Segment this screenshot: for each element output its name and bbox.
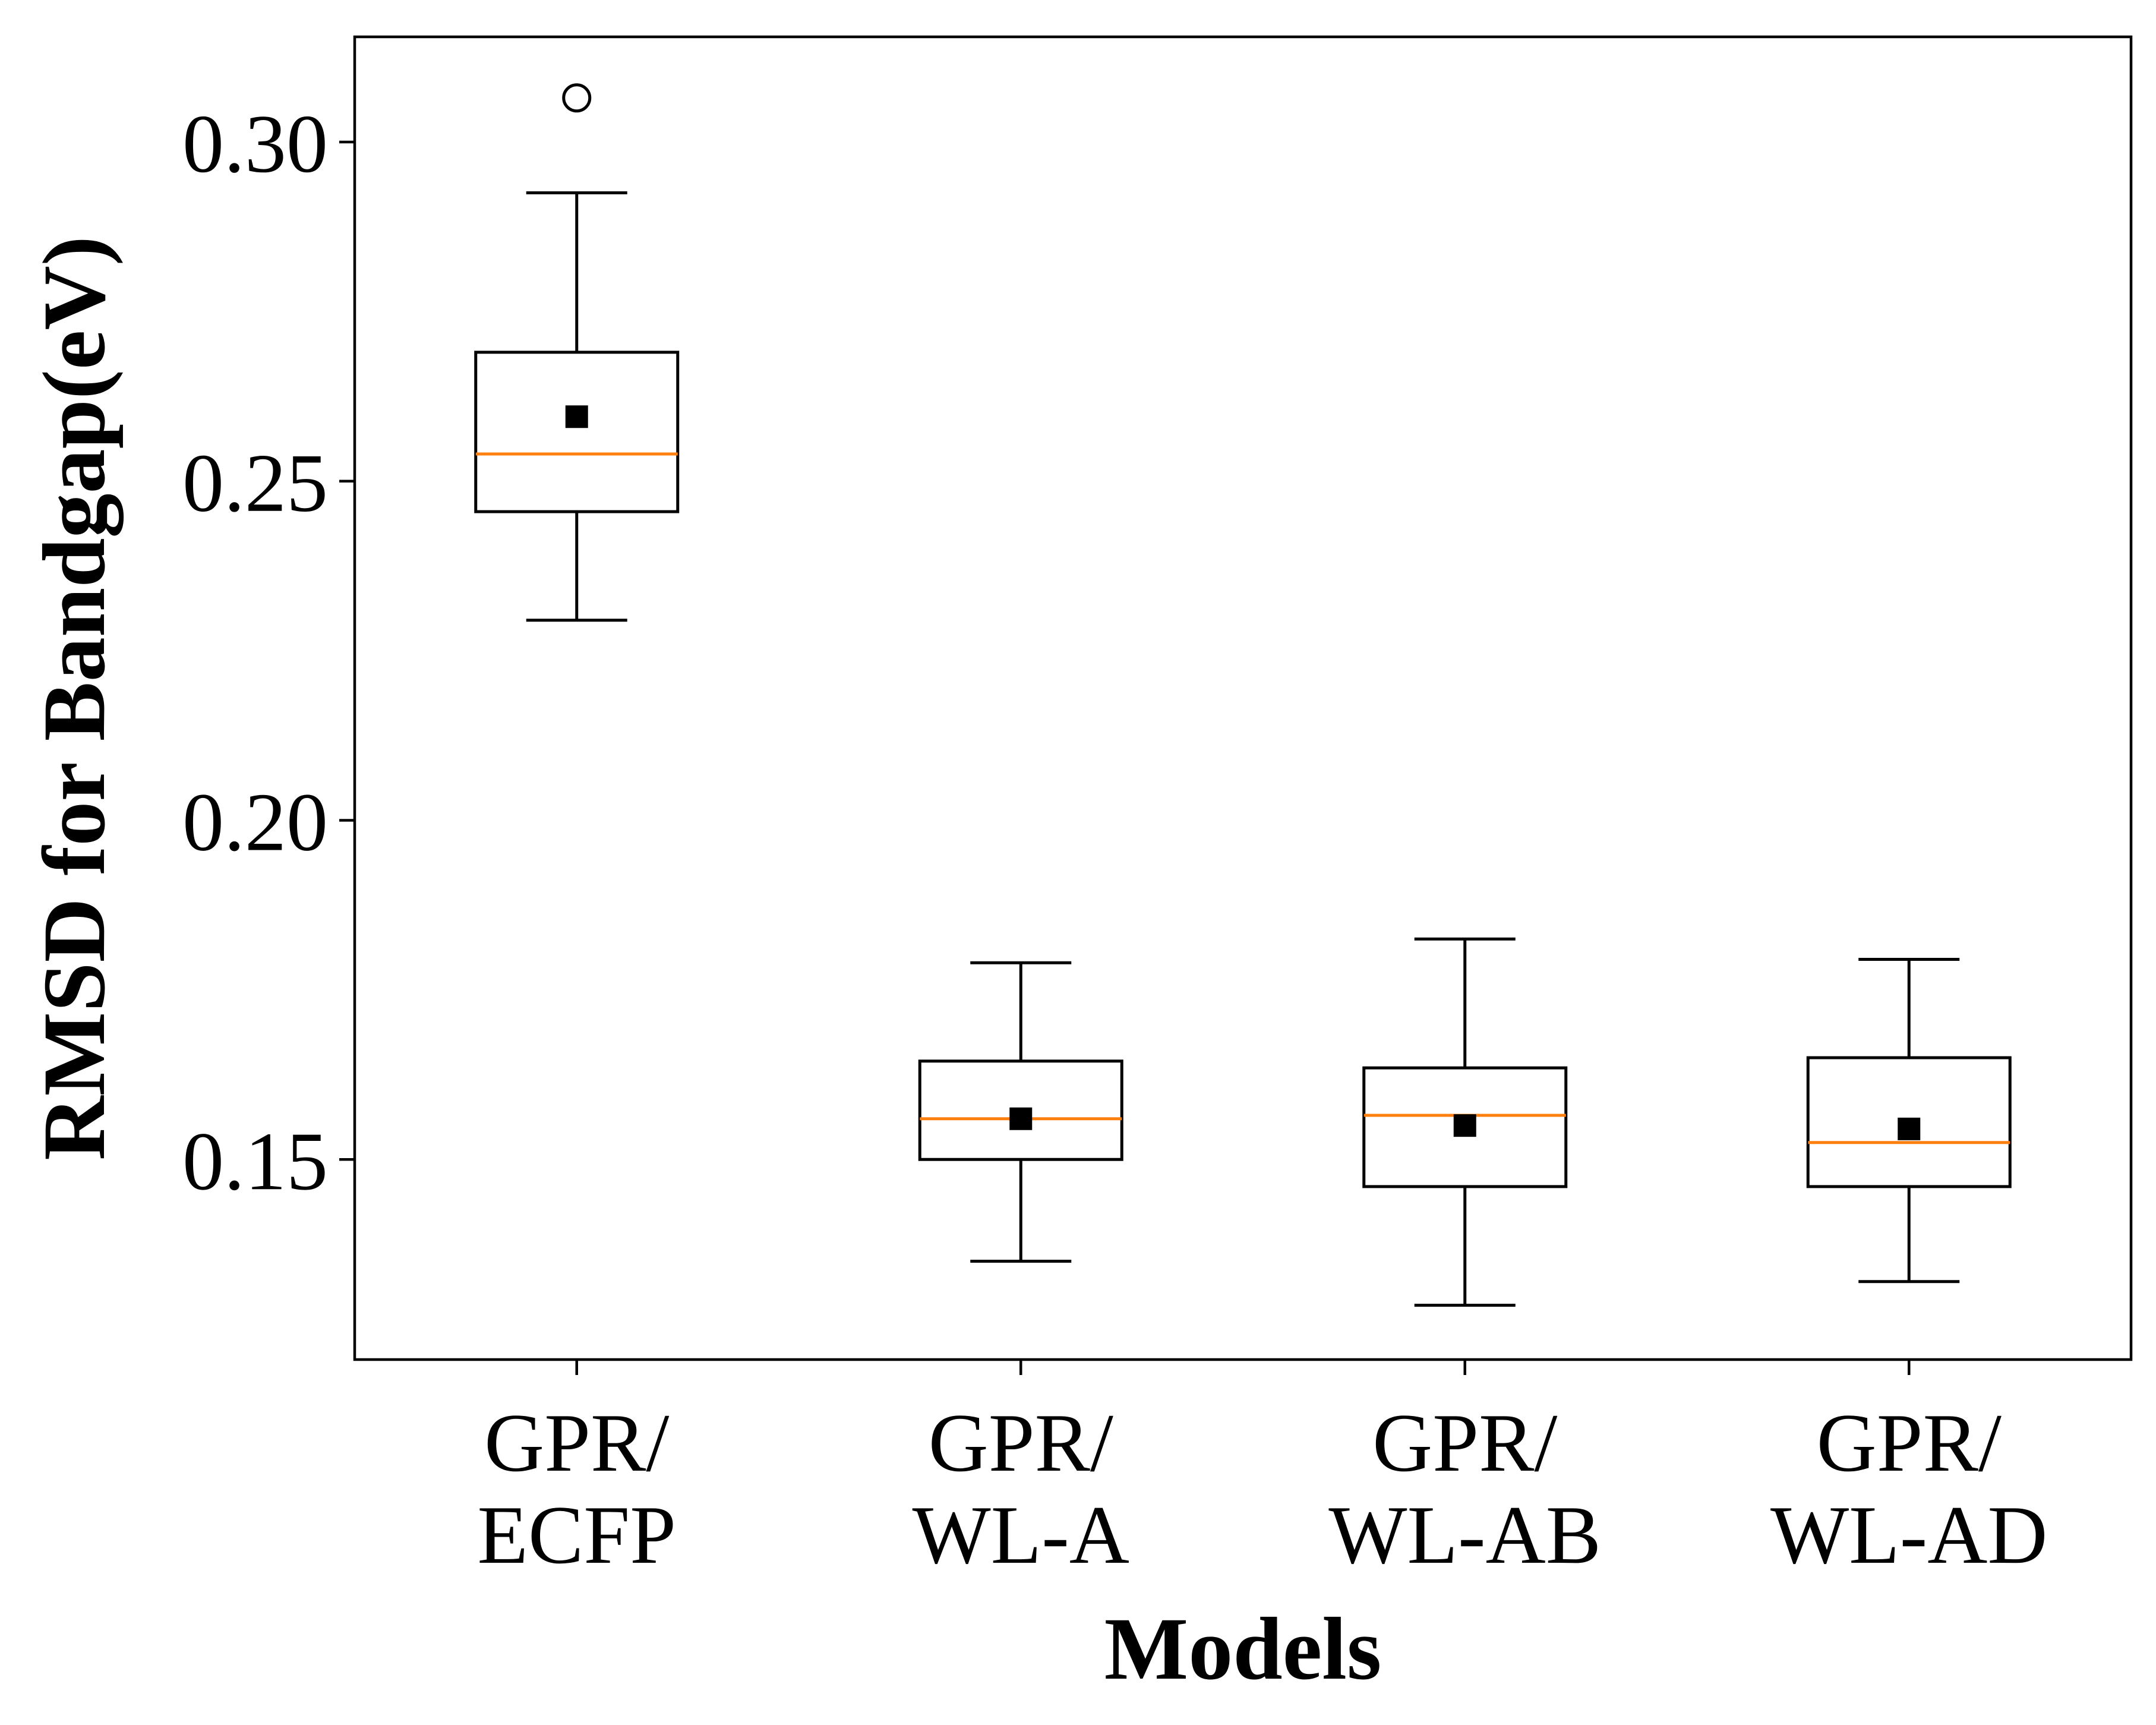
- x-tick-label: GPR/WL-A: [913, 1397, 1129, 1581]
- x-tick-label-line: ECFP: [477, 1489, 676, 1581]
- y-tick-label: 0.25: [182, 437, 328, 529]
- x-tick-label-line: WL-AD: [1770, 1489, 2047, 1581]
- plot-frame: [353, 35, 2133, 1361]
- box-group: [474, 83, 680, 622]
- mean-marker: [565, 405, 588, 428]
- mean-marker: [1453, 1114, 1476, 1137]
- mean-marker: [1009, 1107, 1033, 1130]
- y-tick-label: 0.30: [182, 98, 328, 190]
- y-tick-label: 0.15: [182, 1115, 328, 1207]
- box-iqr: [474, 351, 680, 513]
- box-group: [918, 961, 1123, 1263]
- box-iqr: [918, 1059, 1123, 1161]
- x-tick-label-line: GPR/: [1372, 1397, 1557, 1489]
- outlier-point: [562, 83, 592, 113]
- mean-marker: [1898, 1117, 1921, 1140]
- x-tick-label: GPR/WL-AD: [1770, 1397, 2047, 1581]
- x-tick-label-line: GPR/: [484, 1397, 669, 1489]
- x-tick-label-line: WL-AB: [1328, 1489, 1601, 1581]
- x-axis-title: Models: [1104, 1600, 1382, 1698]
- x-tick-label: GPR/ECFP: [477, 1397, 676, 1581]
- x-tick-label-line: GPR/: [1817, 1397, 2002, 1489]
- x-tick-label-line: WL-A: [913, 1489, 1129, 1581]
- box-group: [1362, 937, 1568, 1307]
- y-tick-label: 0.20: [182, 776, 328, 868]
- box-group: [1806, 957, 2012, 1283]
- plot-marks: [474, 83, 2012, 1307]
- x-tick-label: GPR/WL-AB: [1328, 1397, 1601, 1581]
- y-axis: 0.15 0.20 0.25 0.30: [182, 98, 355, 1207]
- box-iqr: [1362, 1066, 1568, 1188]
- y-axis-title: RMSD for Bandgap(eV): [25, 236, 124, 1160]
- x-tick-label-line: GPR/: [929, 1397, 1113, 1489]
- box-iqr: [1806, 1056, 2012, 1188]
